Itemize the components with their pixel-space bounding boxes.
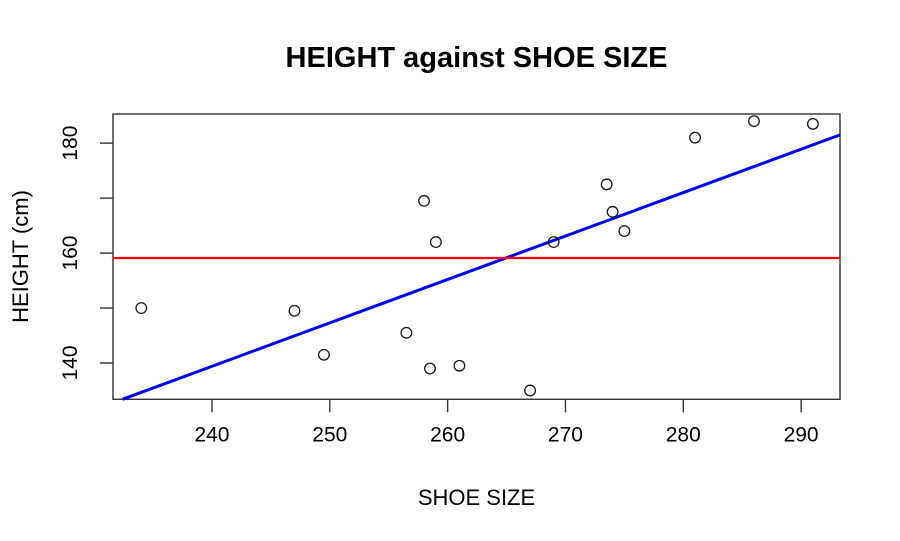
regression-line: [121, 133, 841, 401]
data-point: [424, 362, 436, 375]
data-point: [429, 236, 442, 249]
x-tick-label: 260: [430, 424, 465, 447]
y-axis-title: HEIGHT (cm): [8, 190, 33, 323]
y-tick-label: 180: [59, 126, 82, 161]
data-point: [547, 236, 560, 249]
data-point: [618, 225, 631, 238]
data-point: [524, 384, 537, 397]
x-axis-title: SHOE SIZE: [418, 485, 535, 510]
x-tick-label: 240: [194, 424, 229, 447]
data-point: [748, 115, 760, 128]
y-tick-label: 140: [59, 345, 82, 380]
x-tick-label: 280: [666, 424, 701, 447]
data-point: [689, 131, 702, 144]
data-point: [453, 359, 466, 372]
data-point: [606, 205, 619, 218]
x-tick-label: 250: [312, 424, 347, 447]
plot-box: [112, 113, 841, 400]
data-point: [400, 326, 413, 339]
data-point: [418, 194, 431, 207]
data-point: [806, 117, 819, 130]
x-tick-label: 270: [548, 424, 583, 447]
data-point: [317, 348, 330, 361]
chart-title: HEIGHT against SHOE SIZE: [286, 42, 668, 74]
y-tick-label: 160: [59, 236, 82, 271]
data-point: [288, 304, 301, 317]
data-point: [135, 302, 148, 314]
data-point: [600, 178, 613, 191]
x-tick-label: 290: [784, 424, 819, 447]
